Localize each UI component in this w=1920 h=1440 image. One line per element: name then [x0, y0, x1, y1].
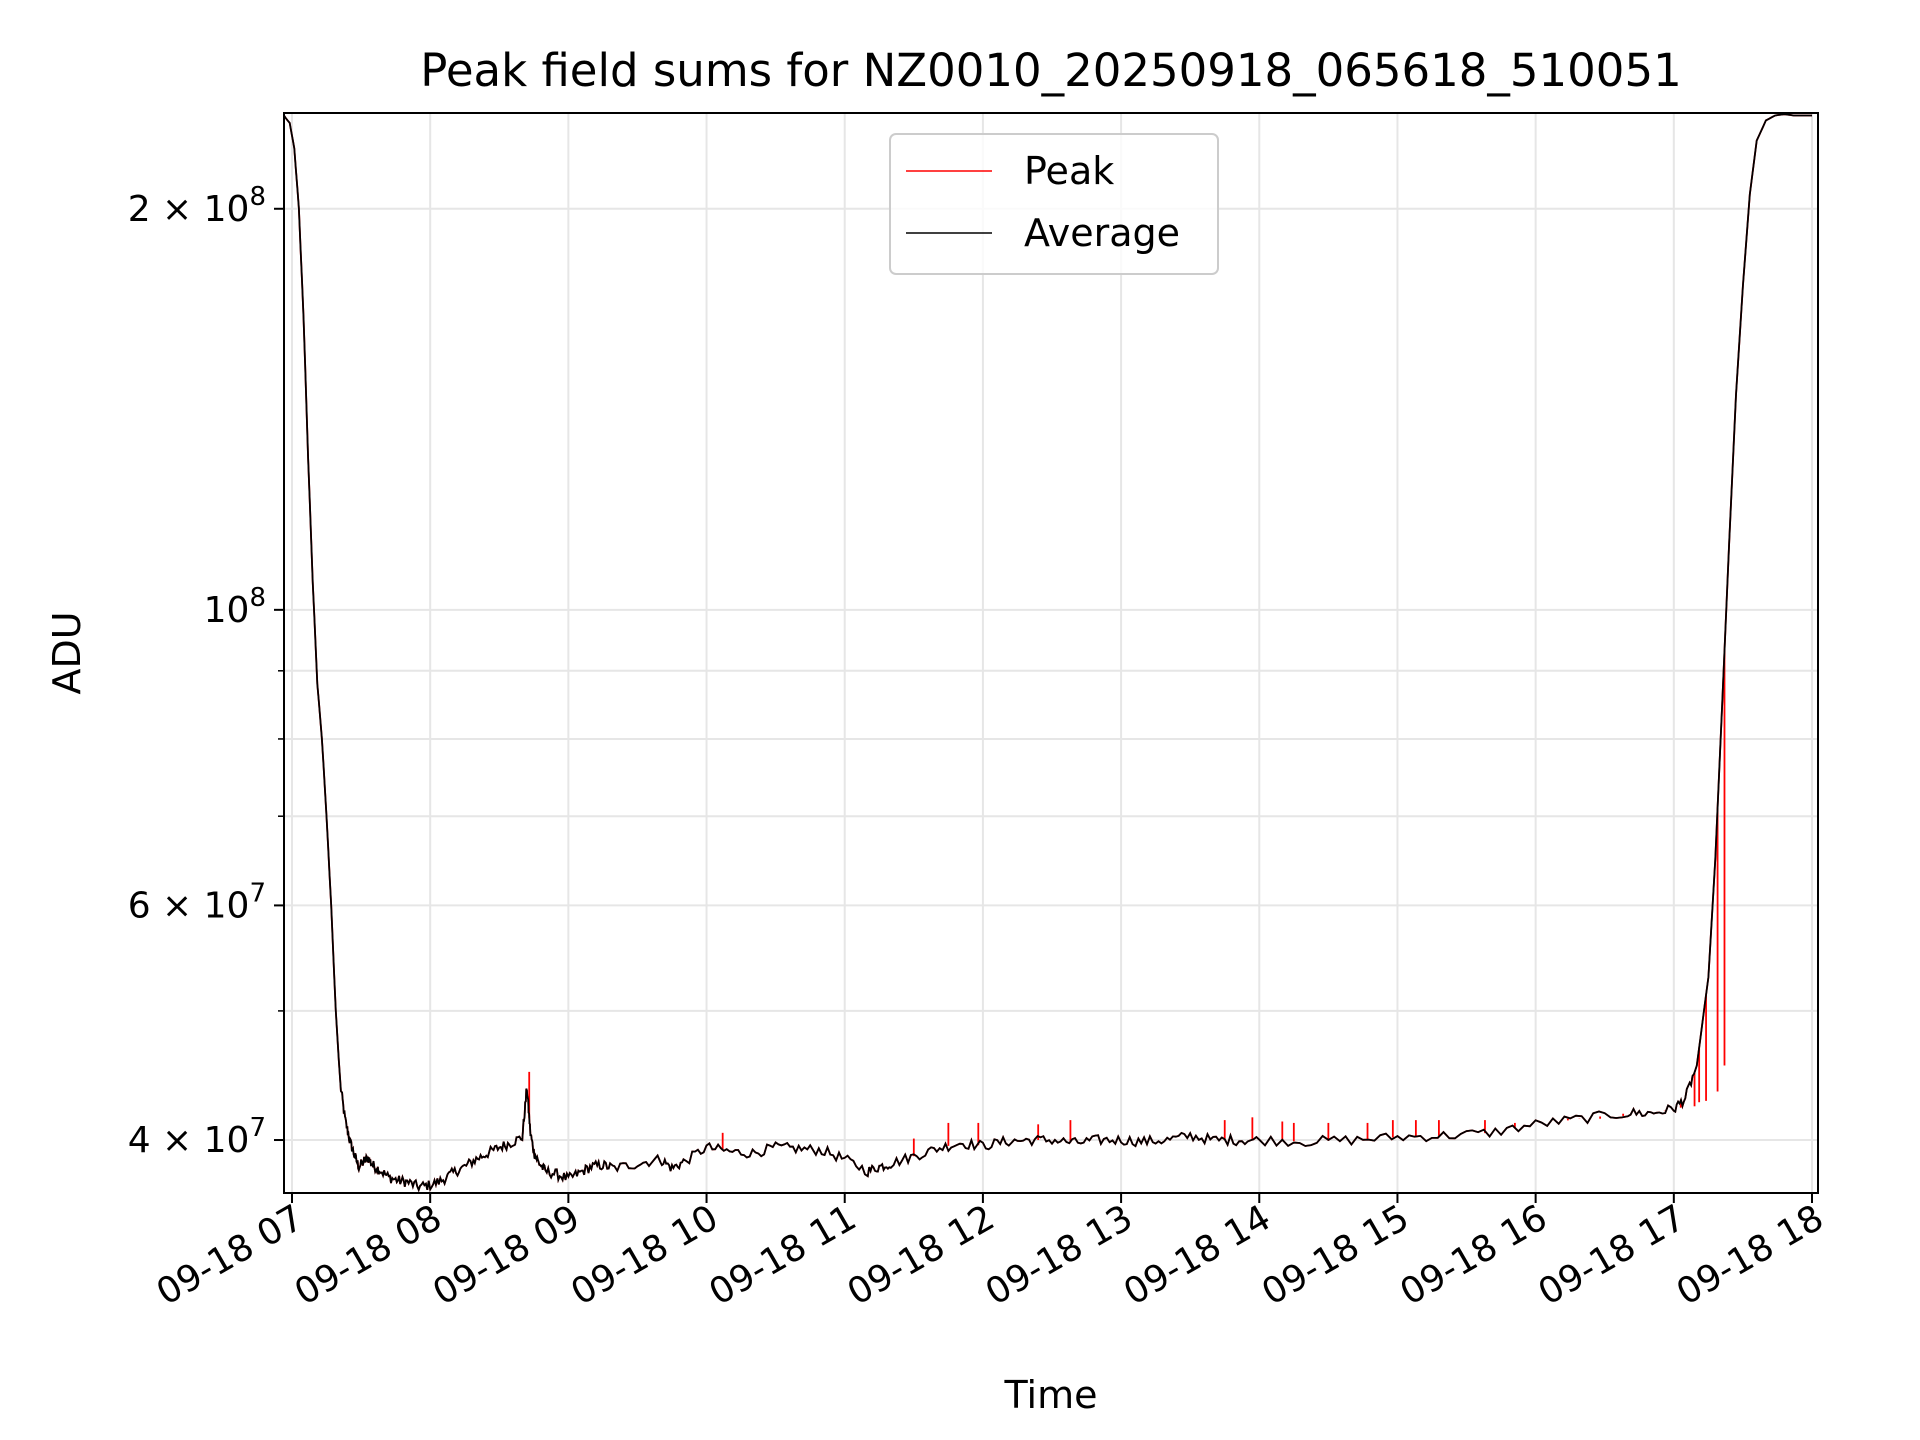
- y-tick-exponent: 8: [249, 182, 266, 212]
- y-tick-label: 108: [204, 583, 266, 631]
- y-tick-exponent: 7: [249, 1113, 266, 1143]
- legend: Peak Average: [889, 133, 1219, 275]
- legend-label-peak: Peak: [1024, 149, 1114, 193]
- y-tick-mantissa: 6: [128, 885, 151, 926]
- x-axis-label: Time: [1004, 1373, 1098, 1417]
- legend-box: [889, 133, 1219, 275]
- y-tick-mantissa: 2: [128, 189, 151, 230]
- plot-frame: [283, 112, 1819, 1194]
- chart-title: Peak field sums for NZ0010_20250918_0656…: [420, 44, 1681, 97]
- y-tick-label: 6 × 107: [128, 878, 266, 926]
- average-line: [283, 113, 1812, 1193]
- y-tick-label: 2 × 108: [128, 182, 266, 230]
- y-tick-base: 10: [204, 590, 250, 631]
- y-tick-mantissa: 4: [128, 1120, 151, 1161]
- y-tick-label: 4 × 107: [128, 1113, 266, 1161]
- grid: [284, 113, 1818, 1193]
- y-tick-times: × 10: [151, 189, 250, 230]
- y-axis-label: ADU: [45, 611, 89, 694]
- y-tick-times: × 10: [151, 885, 250, 926]
- y-tick-times: × 10: [151, 1120, 250, 1161]
- series-layer: [283, 113, 1812, 1193]
- y-tick-exponent: 7: [249, 878, 266, 908]
- y-tick-exponent: 8: [249, 583, 266, 613]
- legend-label-average: Average: [1024, 211, 1180, 255]
